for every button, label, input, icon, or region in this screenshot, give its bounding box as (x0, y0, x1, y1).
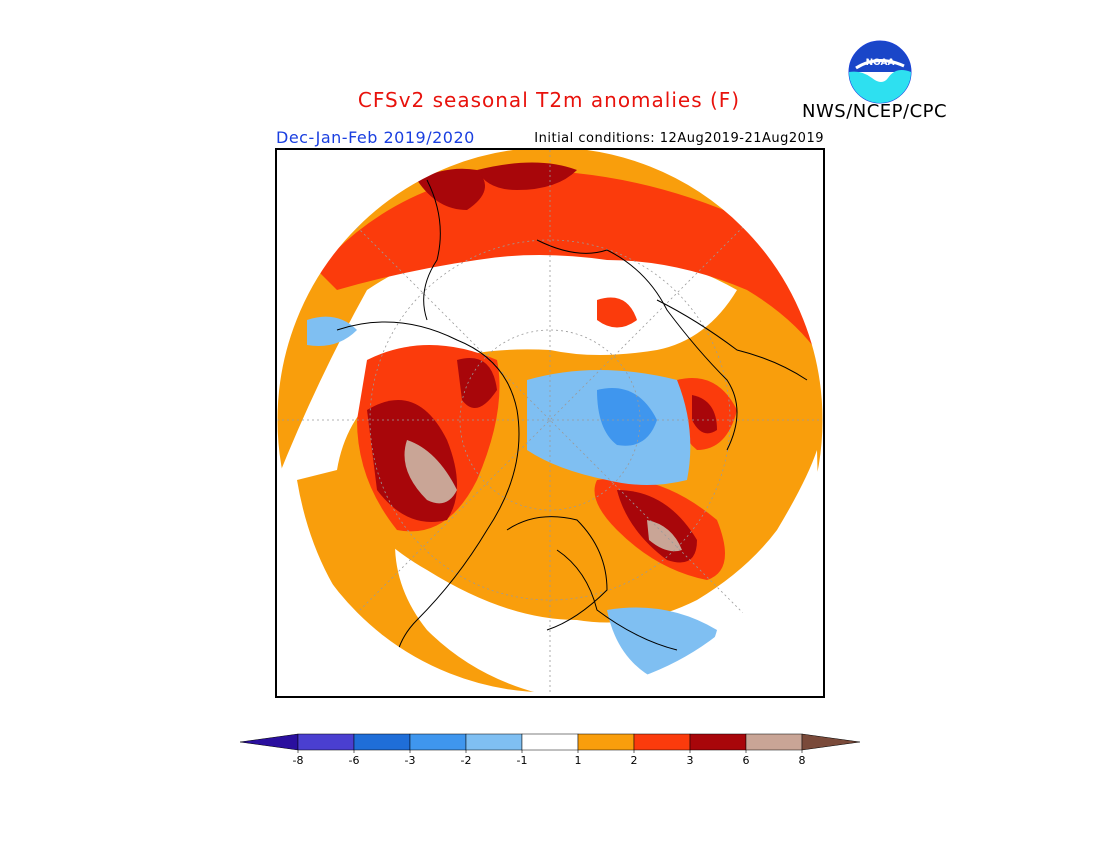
color-scale-legend: -8 -6 -3 -2 -1 1 2 3 6 8 (239, 733, 861, 767)
colorbar-tick-label: -3 (405, 754, 416, 767)
colorbar-tick-label: -2 (461, 754, 472, 767)
agency-label: NWS/NCEP/CPC (802, 101, 948, 122)
anomaly-region-plus6-east (647, 520, 682, 552)
anomaly-region-plus3-north2 (477, 162, 577, 190)
colorbar-arrow-high (801, 733, 861, 751)
noaa-logo: NOAA (848, 40, 912, 104)
anomaly-region-plus3-west2 (457, 358, 497, 408)
map-title: CFSv2 seasonal T2m anomalies (F) (357, 88, 741, 112)
anomaly-region-plus2-north (317, 170, 823, 360)
anomaly-region-minus1-west (307, 316, 357, 346)
colorbar-tick-label: 2 (631, 754, 638, 767)
colorbar-box (577, 733, 635, 751)
season-label: Dec-Jan-Feb 2019/2020 (276, 128, 475, 147)
anomaly-region-plus3-east2 (692, 395, 717, 434)
colorbar-arrow-low (239, 733, 299, 751)
colorbar-box (465, 733, 523, 751)
coastlines (336, 179, 808, 693)
colorbar-tick-label: -6 (349, 754, 360, 767)
colorbar-tick-label: 1 (575, 754, 582, 767)
colorbar-tick-label: 6 (743, 754, 750, 767)
colorbar-tick-label: 8 (799, 754, 806, 767)
colorbar-box (353, 733, 411, 751)
polar-map (277, 150, 823, 694)
anomaly-region-plus1-south (297, 470, 550, 693)
colorbar-box (689, 733, 747, 751)
colorbar-tick-label: -1 (517, 754, 528, 767)
logo-text: NOAA (866, 58, 895, 68)
anomaly-region-plus2-north-east (597, 297, 637, 328)
colorbar-tick-label: 3 (687, 754, 694, 767)
lat-lon-grid (277, 150, 823, 693)
colorbar-box (633, 733, 691, 751)
anomaly-map (275, 148, 825, 698)
anomaly-region-plus6-west (404, 440, 457, 504)
anomaly-region-plus3-north (417, 168, 485, 210)
anomaly-region-minus2-arctic (597, 388, 657, 446)
colorbar-box (409, 733, 467, 751)
colorbar-box (745, 733, 803, 751)
initial-conditions-label: Initial conditions: 12Aug2019-21Aug2019 (534, 131, 824, 146)
colorbar-box (521, 733, 579, 751)
colorbar-tick-label: -8 (293, 754, 304, 767)
colorbar-box (297, 733, 355, 751)
